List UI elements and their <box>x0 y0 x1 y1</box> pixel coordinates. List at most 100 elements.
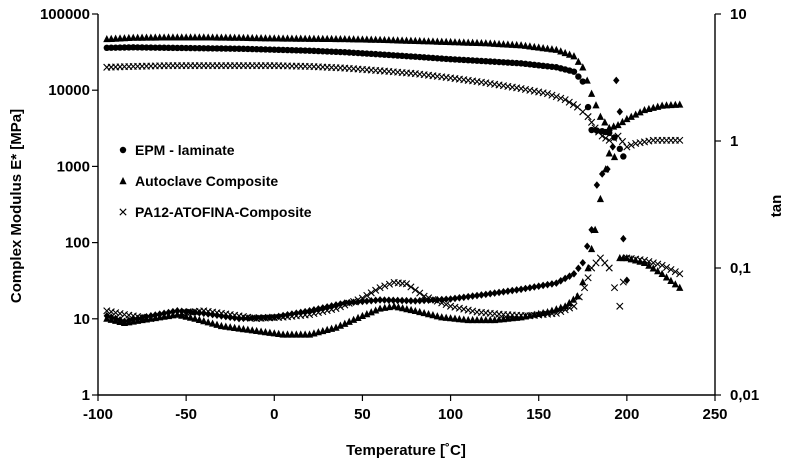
data-point <box>275 329 283 338</box>
data-point <box>649 259 657 267</box>
data-point <box>557 307 565 316</box>
series-layer <box>103 33 684 338</box>
data-point <box>593 181 601 189</box>
data-point <box>620 153 627 160</box>
data-point <box>138 44 146 51</box>
data-point <box>645 261 653 269</box>
data-point <box>288 310 296 318</box>
data-point <box>385 296 393 305</box>
data-point <box>363 297 371 305</box>
data-point <box>610 134 618 142</box>
data-point <box>310 309 318 318</box>
data-point <box>614 132 622 140</box>
plot-frame <box>97 14 716 396</box>
data-point <box>358 311 367 320</box>
data-point <box>429 311 437 319</box>
data-point <box>645 257 653 266</box>
data-point <box>209 45 216 52</box>
data-point <box>394 303 402 311</box>
data-point <box>596 112 605 120</box>
data-point <box>662 263 671 272</box>
data-point <box>508 40 516 48</box>
data-point <box>319 307 327 316</box>
data-point <box>557 47 565 55</box>
data-point <box>130 44 137 51</box>
data-point <box>487 289 494 298</box>
data-point <box>412 297 419 305</box>
data-point <box>570 52 578 60</box>
data-point <box>491 289 498 297</box>
data-point <box>182 307 190 316</box>
data-point <box>553 279 560 287</box>
data-point <box>244 325 252 333</box>
data-point <box>548 45 556 53</box>
data-point <box>584 274 592 282</box>
data-point <box>601 118 609 126</box>
data-point <box>662 273 671 281</box>
data-point <box>213 45 221 52</box>
data-point <box>178 307 185 316</box>
data-point <box>619 278 627 286</box>
data-point <box>460 305 468 313</box>
data-point <box>539 43 547 52</box>
data-point <box>107 308 115 316</box>
data-point <box>345 299 353 307</box>
data-point <box>482 39 490 47</box>
data-point <box>632 110 640 118</box>
data-point <box>270 329 278 337</box>
data-point <box>676 283 684 291</box>
data-point <box>367 289 375 297</box>
x-tick-label: 150 <box>526 406 551 423</box>
data-point <box>499 40 508 48</box>
data-point <box>372 296 379 305</box>
legend-label: Autoclave Composite <box>135 173 278 189</box>
data-point <box>618 137 627 146</box>
data-point <box>416 307 424 316</box>
data-point <box>610 284 619 292</box>
data-point <box>332 304 340 313</box>
data-point <box>200 316 208 325</box>
data-point <box>464 306 472 314</box>
data-point <box>570 302 578 310</box>
data-point <box>213 320 221 328</box>
x-tick-label: 200 <box>614 406 639 423</box>
data-point <box>390 302 398 310</box>
legend-marker <box>119 177 127 185</box>
data-point <box>522 284 529 293</box>
data-point <box>592 101 600 109</box>
data-point <box>588 126 595 134</box>
data-point <box>178 311 186 319</box>
data-point <box>196 45 203 52</box>
y-left-tick-label: 10000 <box>48 82 90 99</box>
legend-marker <box>119 208 127 216</box>
data-point <box>671 280 679 288</box>
data-point <box>403 304 411 313</box>
data-point <box>200 45 207 52</box>
data-point <box>420 308 428 317</box>
data-point <box>616 302 624 310</box>
data-point <box>266 328 274 336</box>
y-axis-right-ticks: 0,01 0,1 1 10 <box>715 6 759 404</box>
data-point <box>345 317 353 325</box>
data-point <box>543 44 552 52</box>
data-point <box>174 44 181 52</box>
data-point <box>222 322 230 330</box>
data-point <box>654 260 662 268</box>
data-point <box>235 314 243 323</box>
data-point <box>579 278 587 286</box>
data-point <box>676 100 684 108</box>
data-point <box>465 292 472 301</box>
data-point <box>438 313 446 321</box>
data-point <box>381 282 389 290</box>
data-point <box>411 306 419 315</box>
legend-label: PA12-ATOFINA-Composite <box>135 204 312 220</box>
data-point <box>103 307 111 315</box>
data-point <box>231 45 238 52</box>
data-point <box>152 44 159 51</box>
data-point <box>204 310 212 318</box>
data-point <box>552 309 560 317</box>
data-point <box>424 294 433 302</box>
data-point <box>575 73 582 80</box>
data-point <box>504 40 512 48</box>
y-left-tick-label: 1 <box>82 387 90 404</box>
